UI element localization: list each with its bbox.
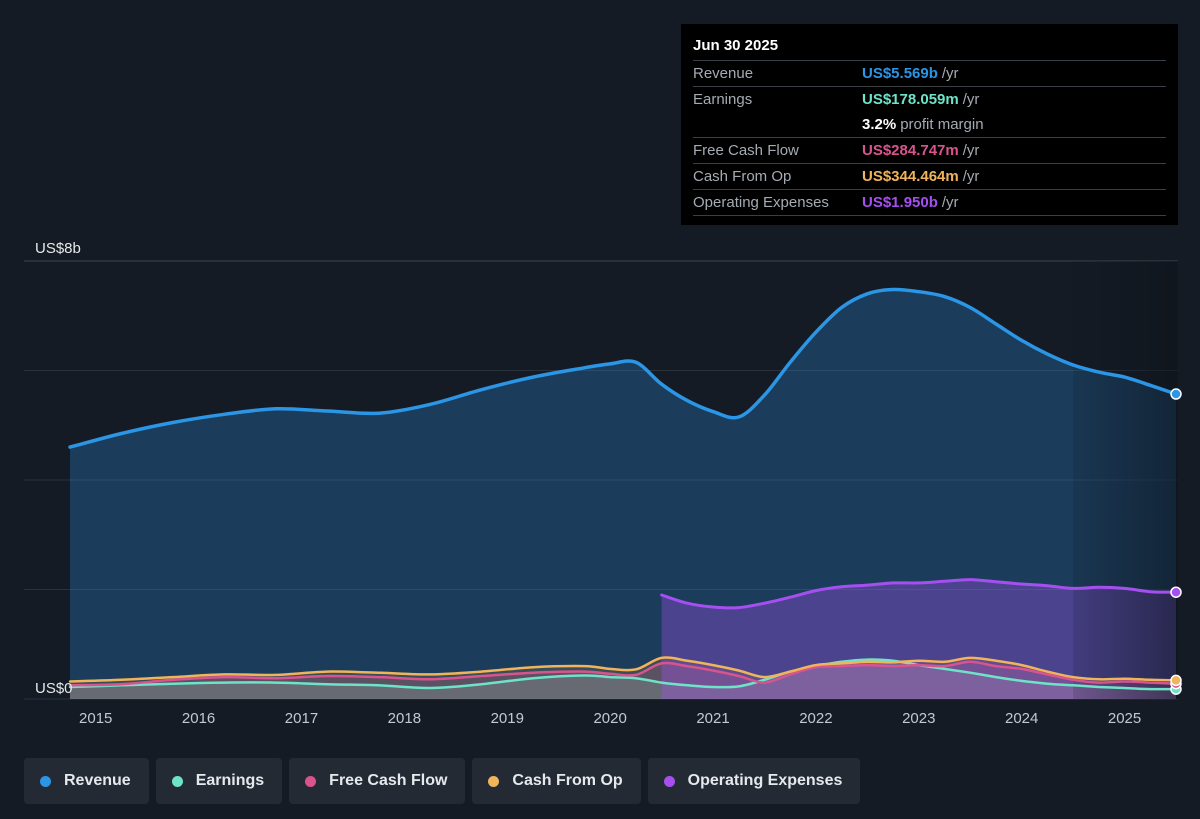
tooltip-row-label: Free Cash Flow	[693, 142, 799, 159]
x-tick-label: 2019	[491, 710, 524, 727]
highlight-region	[1073, 261, 1178, 699]
tooltip-row-label	[693, 112, 862, 137]
x-tick-label: 2021	[696, 710, 729, 727]
tooltip-row: Cash From Op US$344.464m/yr	[693, 163, 1166, 189]
axes: US$8b US$0 2015 2016 2017 2018 2019 2020 2021 202…	[35, 240, 1141, 727]
earnings-line	[68, 658, 1178, 691]
revenue-line	[68, 287, 1178, 449]
tooltip-rows: Revenue US$5.569b/yr Earnings US$178.059m/y…	[693, 60, 1166, 216]
tooltip-row-label: Earnings	[693, 91, 753, 108]
legend-dot-icon	[171, 775, 183, 787]
tooltip-row-value: US$344.464m	[862, 168, 959, 185]
tooltip-row-value: 3.2%	[862, 116, 897, 133]
revenue-end-point	[1170, 388, 1182, 400]
operating-expenses-line	[660, 578, 1178, 610]
series-areas	[70, 289, 1176, 699]
x-tick-label: 2023	[902, 710, 935, 727]
tooltip-row-value: US$284.747m	[862, 142, 959, 159]
x-tick-label: 2020	[593, 710, 626, 727]
legend-item-free-cash-flow[interactable]: Free Cash Flow	[289, 758, 466, 804]
legend-item-cash-from-op[interactable]: Cash From Op	[472, 758, 641, 804]
tooltip-row-unit: /yr	[941, 65, 959, 82]
tooltip-row-label: Revenue	[693, 65, 754, 82]
tooltip-row-unit: profit margin	[900, 116, 984, 133]
legend-item-revenue[interactable]: Revenue	[24, 758, 149, 804]
tooltip-row-unit: /yr	[962, 168, 980, 185]
x-tick-label: 2016	[182, 710, 215, 727]
tooltip-row: 3.2% profit margin	[693, 112, 1166, 137]
tooltip-row-unit: /yr	[941, 194, 959, 211]
legend-label: Free Cash Flow	[329, 772, 448, 789]
x-tick-label: 2025	[1108, 710, 1141, 727]
x-tick-label: 2024	[1005, 710, 1038, 727]
cash-from-op-end-point	[1170, 674, 1182, 687]
x-tick-label: 2022	[799, 710, 832, 727]
earnings-area	[70, 659, 1176, 699]
tooltip-row-unit: /yr	[962, 142, 980, 159]
tooltip-date: Jun 30 2025	[693, 37, 779, 54]
tooltip-row: Free Cash Flow US$284.747m/yr	[693, 137, 1166, 163]
y-tick-label: US$0	[35, 680, 73, 697]
series-lines	[68, 287, 1182, 695]
legend-dot-icon	[305, 775, 317, 787]
legend-dot-icon	[663, 775, 675, 787]
y-tick-label: US$8b	[35, 240, 81, 257]
tooltip-row: Earnings US$178.059m/yr	[693, 86, 1166, 112]
legend-item-earnings[interactable]: Earnings	[155, 758, 283, 804]
x-tick-label: 2017	[285, 710, 318, 727]
legend-label: Cash From Op	[512, 772, 623, 789]
free-cash-flow-area	[70, 661, 1176, 699]
legend-dot-icon	[488, 775, 500, 787]
tooltip-row-label: Operating Expenses	[693, 194, 829, 211]
tooltip-row-value: US$178.059m	[862, 91, 959, 108]
operating-expenses-area	[661, 579, 1176, 699]
legend-label: Operating Expenses	[687, 772, 843, 789]
gridlines	[24, 260, 1178, 700]
legend-item-operating-expenses[interactable]: Operating Expenses	[647, 758, 861, 804]
tooltip-row: Revenue US$5.569b/yr	[693, 60, 1166, 86]
free-cash-flow-line	[68, 660, 1178, 687]
tooltip-row: Operating Expenses US$1.950b/yr	[693, 189, 1166, 215]
x-tick-label: 2018	[388, 710, 421, 727]
tooltip-row-value: US$5.569b	[862, 65, 938, 82]
legend-label: Revenue	[64, 772, 131, 789]
hover-tooltip: Jun 30 2025 Revenue US$5.569b/yr Earnings U…	[681, 24, 1178, 225]
cash-from-op-line	[68, 656, 1178, 683]
legend-label: Earnings	[195, 772, 265, 789]
revenue-area	[70, 289, 1176, 699]
tooltip-row-unit: /yr	[962, 91, 980, 108]
tooltip-row-label: Cash From Op	[693, 168, 792, 185]
legend: Revenue Earnings Free Cash Flow Cash From O…	[24, 758, 867, 804]
legend-dot-icon	[40, 775, 51, 787]
x-tick-label: 2015	[79, 710, 112, 727]
operating-expenses-end-point	[1170, 586, 1182, 598]
tooltip-row-value: US$1.950b	[862, 194, 938, 211]
past-year-highlight	[1073, 261, 1178, 699]
